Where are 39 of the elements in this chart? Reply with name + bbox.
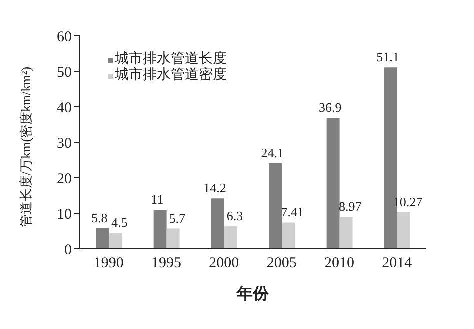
bar xyxy=(326,118,340,249)
bar xyxy=(154,210,167,249)
bar xyxy=(211,198,224,249)
data-label: 11 xyxy=(151,192,164,207)
x-tick-label: 2000 xyxy=(209,256,240,272)
data-label: 51.1 xyxy=(376,50,400,65)
legend-label: 城市排水管道长度 xyxy=(115,52,227,67)
data-label: 4.5 xyxy=(112,215,128,230)
legend-label: 城市排水管道密度 xyxy=(115,68,227,84)
bar xyxy=(269,163,282,249)
y-tick-label: 20 xyxy=(57,171,72,188)
data-label: 7.41 xyxy=(281,204,304,220)
bar xyxy=(166,228,180,249)
data-label: 8.97 xyxy=(338,199,362,214)
y-tick-label: 30 xyxy=(57,136,72,152)
data-label: 6.3 xyxy=(226,208,244,224)
y-axis-title: 管道长度/万km(密度km/km²) xyxy=(18,66,34,228)
data-label: 36.9 xyxy=(318,100,342,116)
bar xyxy=(224,226,238,249)
x-tick-label: 1995 xyxy=(152,256,182,272)
bar xyxy=(96,228,110,249)
bar xyxy=(282,222,296,249)
y-tick-label: 0 xyxy=(64,242,72,258)
x-tick-label: 1990 xyxy=(94,256,124,272)
data-label: 14.2 xyxy=(204,180,226,196)
data-label: 5.7 xyxy=(169,210,186,226)
bar xyxy=(109,233,122,249)
y-tick-label: 60 xyxy=(57,29,72,46)
x-tick-label: 2010 xyxy=(324,256,354,272)
bar xyxy=(340,217,353,249)
y-tick-label: 50 xyxy=(57,64,72,81)
y-tick-label: 10 xyxy=(57,206,72,223)
data-label: 5.8 xyxy=(92,210,108,226)
x-tick-label: 2014 xyxy=(382,256,413,272)
y-tick-label: 40 xyxy=(57,100,72,116)
bar xyxy=(397,212,410,249)
x-tick-label: 2005 xyxy=(266,256,297,272)
x-axis-title: 年份 xyxy=(236,285,270,303)
data-label: 24.1 xyxy=(261,145,284,160)
